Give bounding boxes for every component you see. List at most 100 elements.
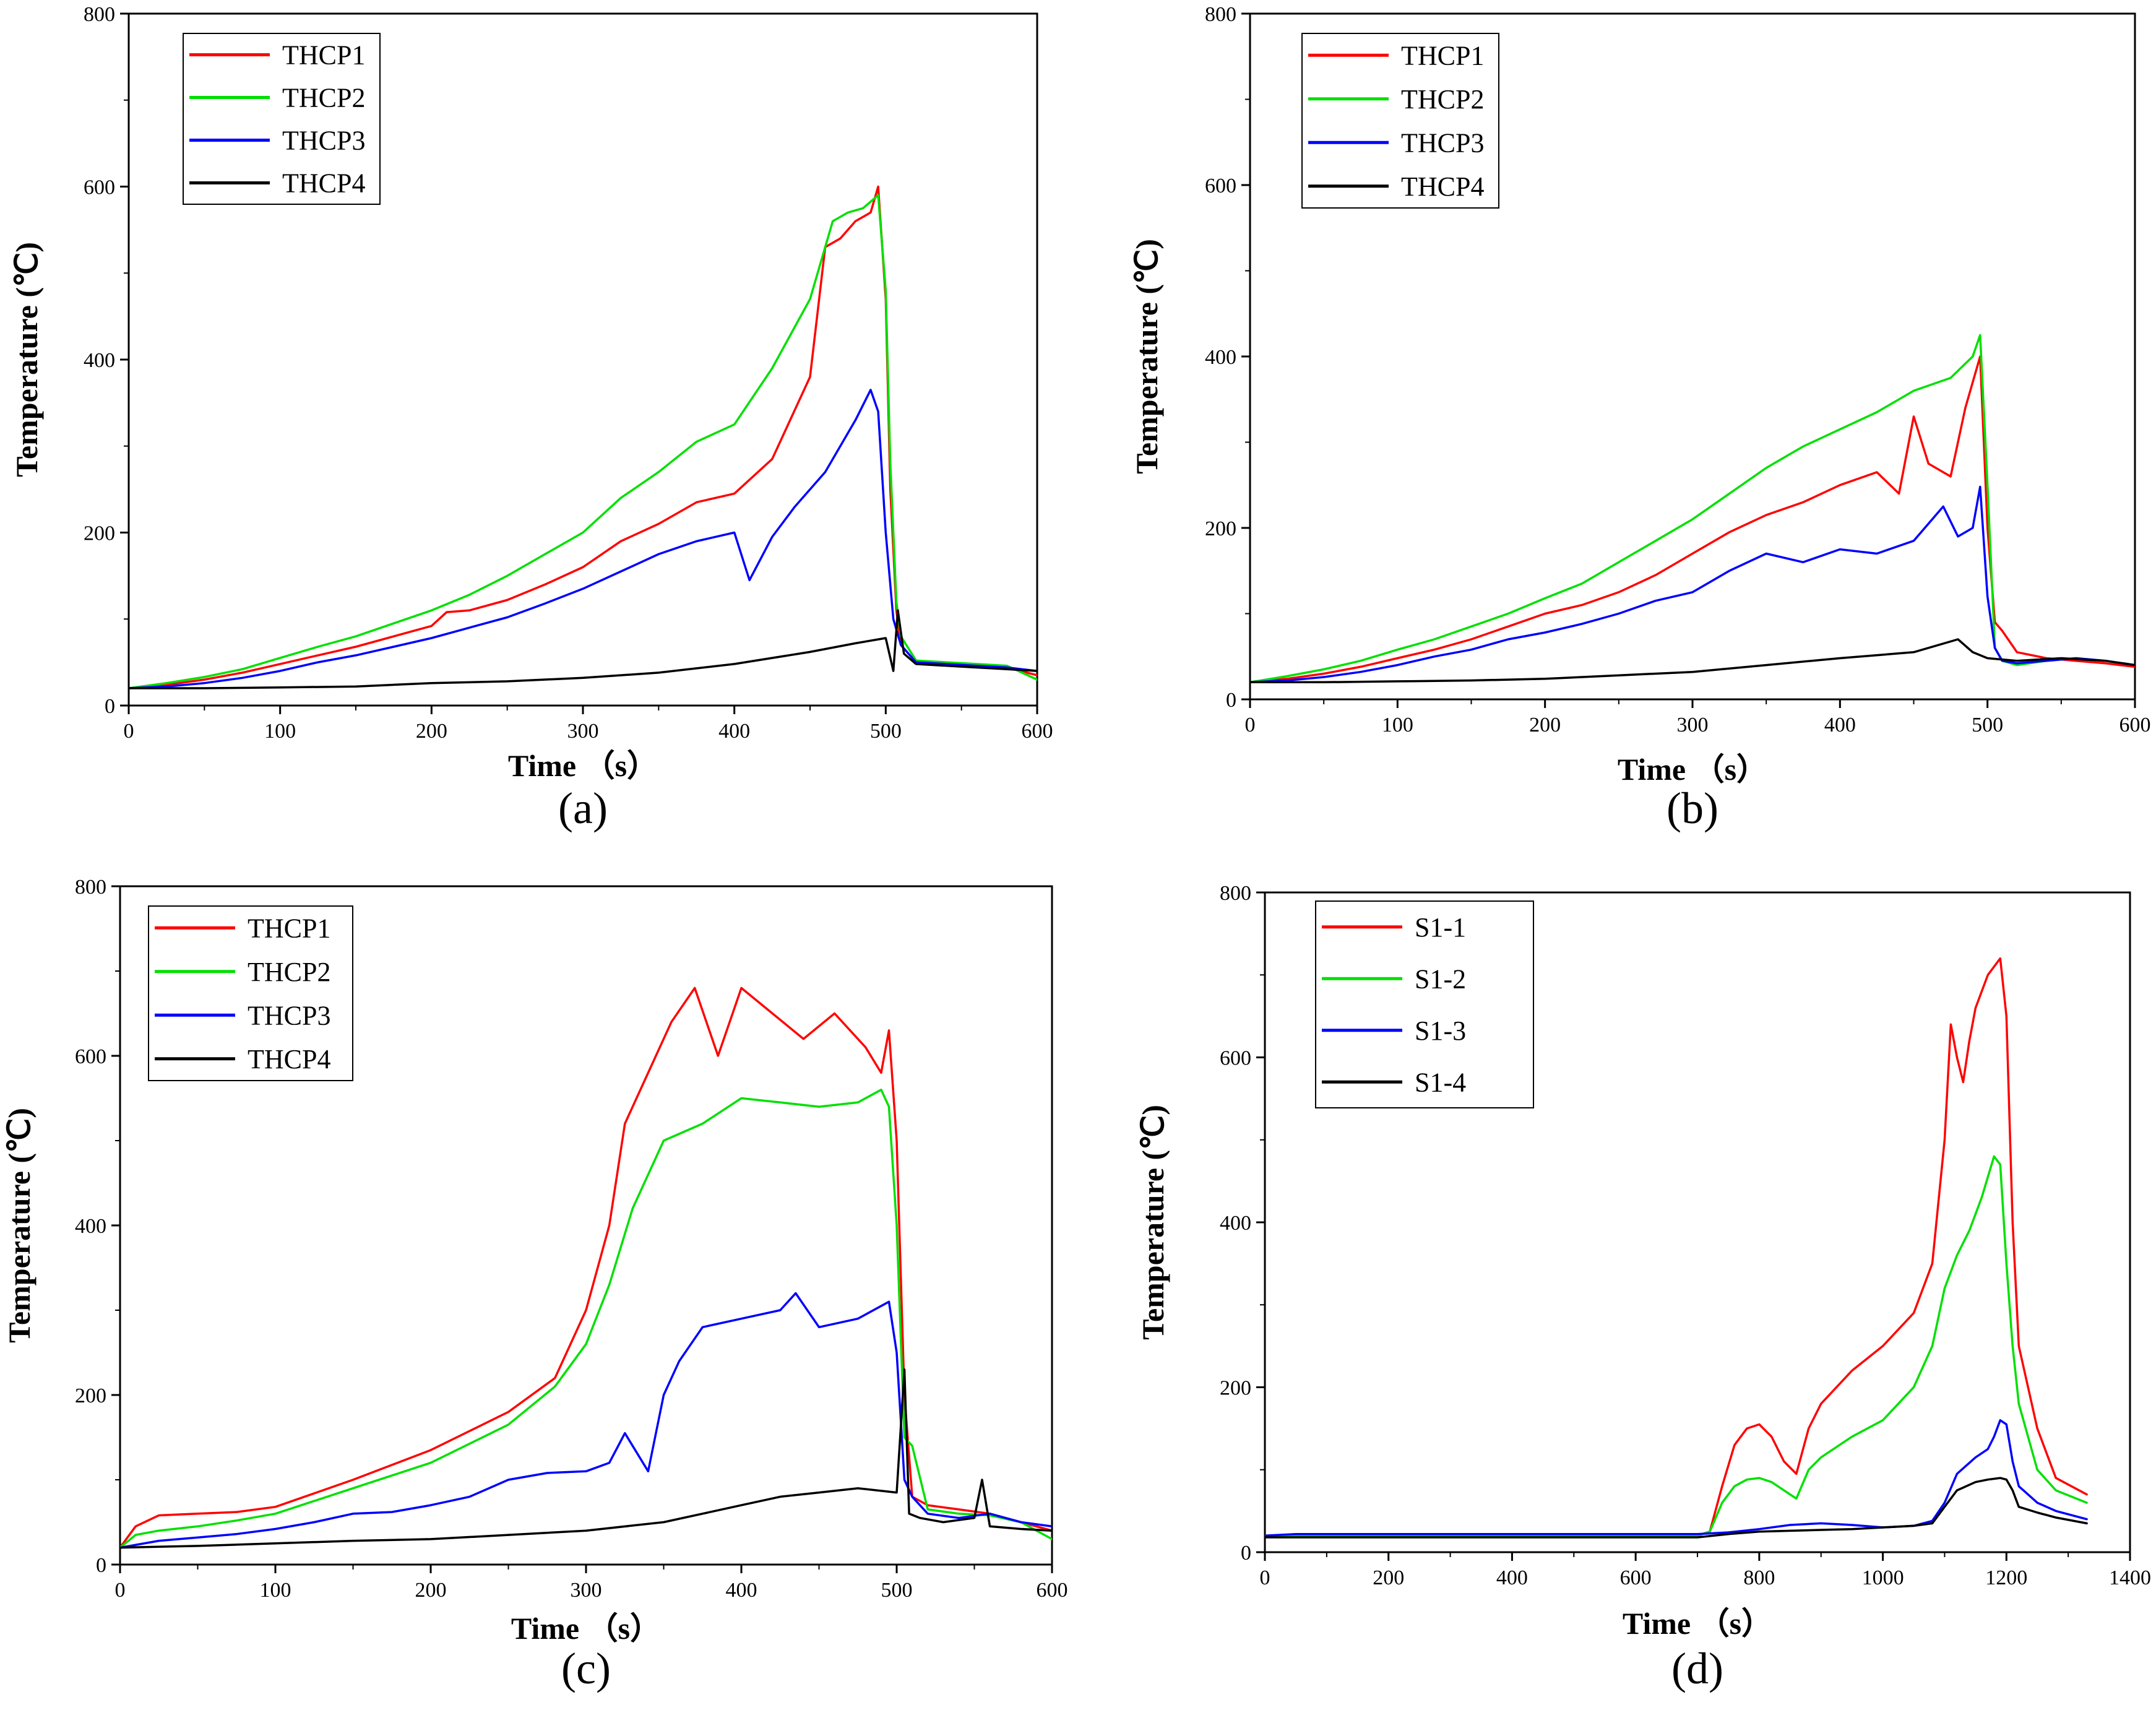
y-tick-label: 800 — [84, 3, 115, 26]
x-tick-label: 300 — [1677, 714, 1709, 736]
x-tick-label: 400 — [1496, 1566, 1528, 1589]
legend-box — [1315, 900, 1534, 1108]
legend-label: THCP2 — [282, 83, 365, 113]
y-tick-label: 200 — [84, 522, 115, 545]
x-axis-title: Time （s） — [511, 1611, 661, 1646]
x-tick-label: 200 — [1373, 1566, 1404, 1589]
x-tick-label: 500 — [1972, 714, 2003, 736]
panel-label: (c) — [561, 1644, 611, 1693]
x-tick-label: 0 — [1245, 714, 1256, 736]
legend-label: THCP2 — [1401, 84, 1484, 114]
series-line-s1-1 — [1265, 957, 2088, 1537]
legend-label: THCP1 — [248, 913, 330, 943]
x-tick-label: 200 — [415, 1579, 447, 1602]
y-tick-label: 800 — [1205, 3, 1236, 26]
series-group — [1250, 334, 2135, 684]
series-line-thcp2 — [120, 1089, 1052, 1549]
series-line-thcp1 — [129, 185, 1037, 689]
legend-label: THCP4 — [1401, 171, 1484, 202]
legend-label: THCP2 — [248, 957, 330, 987]
chart-panel-d: 0 200 400 600 800 1000 1200 1400 0 200 400 600 800 Ti… — [1136, 882, 2151, 1693]
panel-label: (b) — [1667, 784, 1718, 833]
x-tick-label: 500 — [870, 720, 902, 743]
series-line-thcp3 — [129, 389, 1037, 689]
x-tick-label: 400 — [1824, 714, 1856, 736]
legend-label: THCP3 — [282, 126, 365, 156]
legend-label: S1-2 — [1415, 964, 1466, 994]
x-tick-label: 300 — [567, 720, 599, 743]
chart-panel-c: 0 100 200 300 400 500 600 0 200 400 600 800 Time （s）… — [2, 876, 1068, 1693]
x-tick-label: 500 — [881, 1579, 913, 1602]
series-line-thcp4 — [129, 609, 1037, 689]
x-tick-label: 1400 — [2109, 1566, 2151, 1589]
y-tick-label: 200 — [1220, 1377, 1251, 1400]
y-tick-label: 600 — [75, 1045, 106, 1068]
y-tick-label: 600 — [1220, 1047, 1251, 1070]
x-tick-label: 600 — [1620, 1566, 1652, 1589]
panel-label: (a) — [558, 784, 608, 833]
series-group — [1265, 957, 2088, 1539]
x-tick-label: 400 — [726, 1579, 757, 1602]
y-tick-label: 200 — [1205, 517, 1236, 540]
series-line-s1-3 — [1265, 1419, 2088, 1537]
y-tick-label: 400 — [1205, 346, 1236, 369]
x-axis-title: Time （s） — [1618, 752, 1767, 787]
legend-label: THCP4 — [282, 168, 365, 199]
series-line-thcp1 — [120, 987, 1052, 1549]
x-tick-label: 0 — [1260, 1566, 1270, 1589]
x-tick-label: 600 — [1022, 720, 1053, 743]
y-tick-label: 600 — [84, 176, 115, 199]
legend-box — [1301, 33, 1499, 209]
y-tick-label: 0 — [96, 1554, 106, 1577]
x-tick-label: 600 — [1037, 1579, 1068, 1602]
x-tick-label: 1000 — [1862, 1566, 1904, 1589]
legend-label: S1-1 — [1415, 912, 1466, 943]
y-tick-label: 0 — [1226, 689, 1236, 712]
chart-panel-b: 0 100 200 300 400 500 600 0 200 400 600 800 Time （s）… — [1129, 3, 2151, 833]
legend-box — [183, 33, 381, 205]
y-tick-label: 0 — [105, 695, 115, 718]
series-line-s1-4 — [1265, 1477, 2088, 1539]
y-tick-label: 800 — [75, 876, 106, 899]
panel-label: (d) — [1671, 1644, 1723, 1693]
legend-label: S1-4 — [1415, 1067, 1466, 1097]
series-group — [120, 987, 1052, 1549]
y-axis-title: Temperature (℃) — [1136, 1105, 1170, 1340]
series-line-s1-2 — [1265, 1155, 2088, 1537]
x-tick-label: 800 — [1743, 1566, 1775, 1589]
x-tick-label: 0 — [115, 1579, 126, 1602]
chart-panel-a: 0 100 200 300 400 500 600 0 200 400 600 800 Time （s）… — [9, 3, 1053, 833]
y-tick-label: 200 — [75, 1384, 106, 1407]
series-line-thcp4 — [120, 1368, 1052, 1549]
series-line-thcp1 — [1250, 355, 2135, 684]
legend-label: THCP1 — [1401, 40, 1484, 71]
x-tick-label: 400 — [718, 720, 750, 743]
y-tick-label: 400 — [75, 1215, 106, 1238]
y-tick-label: 600 — [1205, 175, 1236, 197]
y-tick-label: 400 — [84, 349, 115, 372]
x-tick-label: 600 — [2119, 714, 2151, 736]
series-line-thcp4 — [1250, 638, 2135, 684]
series-group — [129, 185, 1037, 689]
x-axis-title: Time （s） — [508, 748, 658, 783]
x-tick-label: 200 — [416, 720, 447, 743]
x-axis-title: Time （s） — [1623, 1606, 1772, 1641]
y-tick-label: 0 — [1241, 1542, 1251, 1565]
x-tick-label: 100 — [1382, 714, 1413, 736]
y-axis-title: Temperature (℃) — [1129, 239, 1164, 474]
series-line-thcp3 — [1250, 485, 2135, 684]
x-tick-label: 0 — [124, 720, 134, 743]
legend-label: THCP3 — [248, 1000, 330, 1030]
legend-box — [148, 905, 353, 1081]
x-tick-label: 100 — [260, 1579, 291, 1602]
y-axis-title: Temperature (℃) — [2, 1108, 37, 1343]
y-tick-label: 800 — [1220, 882, 1251, 905]
x-tick-label: 300 — [571, 1579, 602, 1602]
series-line-thcp2 — [129, 194, 1037, 689]
x-tick-label: 1200 — [1985, 1566, 2027, 1589]
legend-label: THCP3 — [1401, 127, 1484, 158]
legend-label: THCP4 — [248, 1044, 330, 1074]
y-tick-label: 400 — [1220, 1212, 1251, 1235]
y-axis-title: Temperature (℃) — [9, 242, 44, 477]
